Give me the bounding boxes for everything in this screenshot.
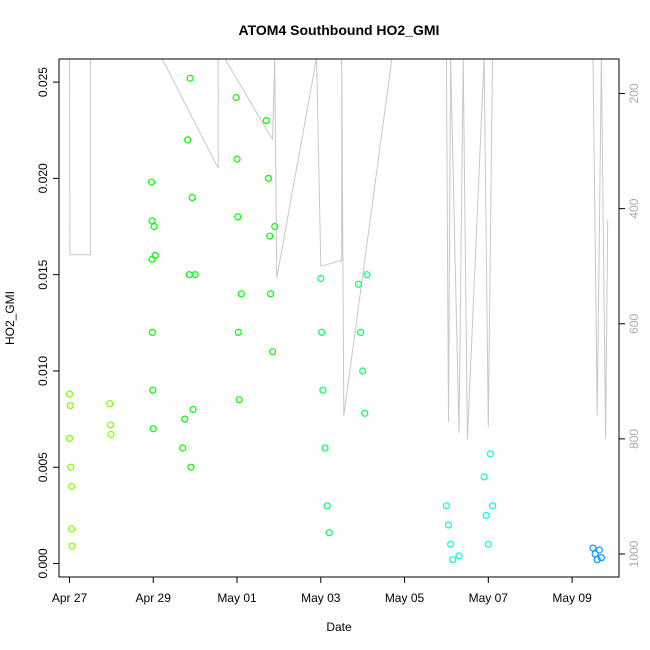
data-point [188, 194, 196, 202]
data-point [107, 430, 115, 439]
data-point [232, 93, 240, 102]
data-point [233, 155, 241, 163]
data-point [185, 271, 193, 279]
plot-area [58, 58, 620, 578]
data-point [264, 174, 272, 182]
y-tick-label: 0.020 [36, 163, 50, 193]
data-point [323, 502, 331, 510]
data-point [363, 271, 371, 279]
data-point [595, 546, 603, 554]
data-point [106, 400, 114, 408]
data-point [442, 502, 450, 510]
data-point [597, 554, 606, 562]
chart-title: ATOM4 Southbound HO2_GMI [239, 22, 440, 38]
data-point [191, 271, 199, 279]
y-axis: 0.000 0.005 0.010 0.015 0.020 0.025 [36, 67, 59, 579]
x-tick-label: May 01 [217, 591, 257, 605]
data-point [484, 540, 492, 548]
x-tick-label: May 09 [552, 591, 592, 605]
series-1 [148, 74, 279, 471]
data-point [325, 529, 333, 537]
x-axis-label: Date [326, 620, 352, 634]
y-tick-label: 0.005 [36, 452, 50, 482]
series-2 [317, 271, 371, 537]
data-point [181, 415, 189, 423]
data-point [186, 74, 194, 82]
data-point [321, 444, 329, 452]
data-point [184, 136, 192, 144]
data-point [486, 450, 494, 458]
y-tick-label: 0.015 [36, 259, 50, 289]
data-point [359, 367, 367, 375]
x-tick-label: Apr 27 [52, 591, 88, 605]
data-point [187, 463, 195, 471]
y-tick-label: 0.010 [36, 356, 50, 386]
data-point [482, 511, 490, 520]
data-point [150, 222, 158, 231]
series-3 [442, 450, 497, 564]
plot-frame [58, 58, 620, 578]
x-tick-label: May 07 [469, 591, 509, 605]
data-point [488, 502, 497, 510]
data-point [480, 473, 488, 481]
data-point [444, 521, 453, 529]
data-point [447, 540, 455, 548]
data-point [237, 290, 245, 298]
data-point [593, 556, 601, 564]
y-tick-label: 0.000 [36, 548, 50, 578]
data-point [235, 396, 243, 404]
x-axis: Apr 27 Apr 29 May 01 May 03 May 05 May 07 May … [52, 576, 592, 605]
series-4 [589, 544, 606, 564]
data-point [357, 328, 365, 336]
altitude-tick-label: 200 [627, 83, 641, 103]
altitude-tick-label: 400 [627, 198, 641, 218]
data-point [67, 463, 75, 471]
data-point [151, 251, 159, 259]
data-point [148, 255, 156, 263]
data-point [148, 328, 156, 336]
altitude-tick-label: 800 [627, 429, 641, 449]
y-axis-label: HO2_GMI [3, 291, 17, 345]
x-tick-label: May 05 [385, 591, 425, 605]
data-point [455, 552, 463, 560]
altitude-tick-label: 1000 [627, 540, 641, 567]
data-point [148, 178, 156, 186]
data-point [189, 405, 197, 414]
data-point [318, 328, 326, 336]
altitude-tick-label: 600 [627, 313, 641, 333]
y-tick-label: 0.025 [36, 67, 50, 97]
data-point [262, 116, 270, 125]
data-point [319, 386, 327, 394]
data-point [68, 542, 76, 550]
data-point [361, 409, 369, 417]
data-point [67, 482, 76, 491]
data-point [271, 222, 279, 231]
x-tick-label: Apr 29 [136, 591, 172, 605]
altitude-trace [69, 59, 609, 439]
x-tick-label: May 03 [301, 591, 341, 605]
data-point [234, 213, 242, 221]
data-point [589, 544, 597, 552]
data-point [179, 444, 187, 452]
data-point [269, 348, 277, 356]
data-point [266, 232, 274, 240]
data-point [67, 525, 76, 533]
data-point [449, 556, 457, 564]
data-point [65, 390, 74, 398]
data-point [65, 434, 74, 442]
altitude-axis: 200 400 600 800 1000 [619, 83, 641, 567]
data-point [317, 274, 325, 283]
data-point [66, 402, 74, 410]
data-point [149, 425, 157, 433]
data-point [149, 386, 157, 394]
data-point [354, 280, 363, 288]
data-point [106, 421, 115, 429]
data-point [234, 328, 242, 336]
data-point [266, 290, 275, 298]
series-0 [65, 390, 115, 550]
